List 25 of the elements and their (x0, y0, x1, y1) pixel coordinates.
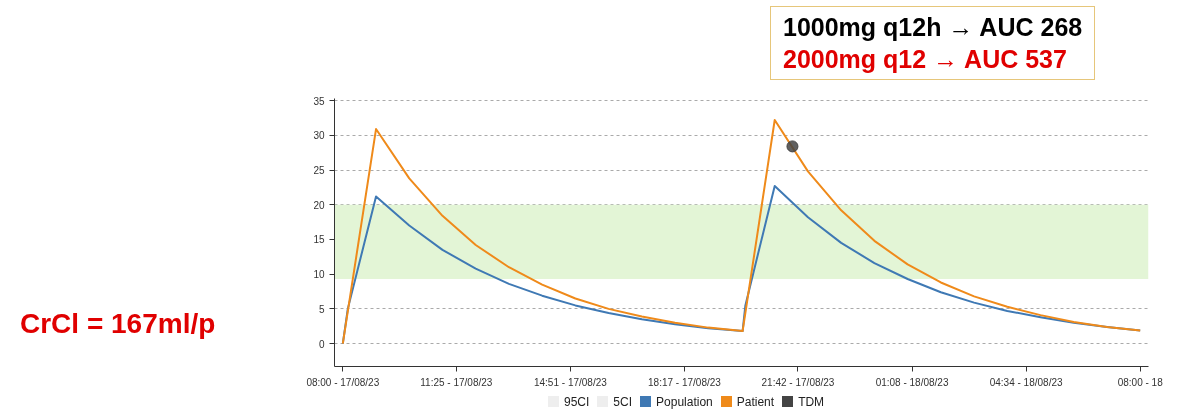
x-tick-label: 21:42 - 17/08/23 (761, 376, 835, 388)
x-tick-label: 04:34 - 18/08/23 (989, 376, 1063, 388)
y-tick-label: 25 (313, 165, 325, 177)
legend-label: TDM (798, 395, 825, 409)
text: CrCl = 167ml/p (20, 308, 216, 340)
text: 1000mg q12h → AUC 268 (783, 12, 1083, 43)
legend-label: Patient (736, 395, 775, 409)
y-tick-label: 30 (313, 130, 325, 142)
y-tick-label: 15 (313, 234, 325, 246)
line-series (341, 119, 1142, 345)
x-tick-label: 14:51 - 17/08/23 (533, 376, 608, 388)
x-tick-label: 08:00 - 18 (1117, 376, 1164, 388)
y-tick-label: 35 (313, 95, 325, 107)
y-tick-label: 10 (313, 269, 325, 281)
y-tick-label: 0 (318, 338, 325, 350)
y-tick-label: 20 (313, 199, 325, 211)
text: 2000mg q12 → AUC 537 (783, 44, 1068, 75)
y-tick-label: 5 (318, 303, 325, 315)
legend-label: 5CI (613, 395, 633, 409)
x-tick-label: 18:17 - 17/08/23 (648, 376, 722, 388)
x-tick-label: 08:00 - 17/08/23 (306, 376, 380, 388)
legend-label: Population (656, 395, 713, 409)
x-tick-label: 11:25 - 17/08/23 (420, 376, 493, 388)
legend-label: 95CI (564, 395, 590, 409)
x-tick-label: 01:08 - 18/08/23 (875, 376, 949, 388)
